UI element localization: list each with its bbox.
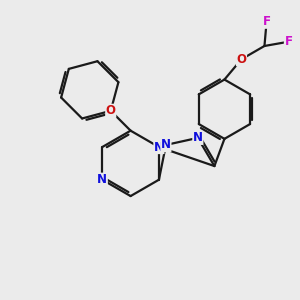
Text: F: F [284, 35, 292, 48]
Text: N: N [161, 138, 171, 152]
Text: F: F [262, 15, 271, 28]
Text: N: N [97, 173, 107, 186]
Text: O: O [236, 53, 247, 66]
Text: O: O [106, 104, 116, 117]
Text: N: N [154, 140, 164, 154]
Text: N: N [193, 131, 203, 144]
